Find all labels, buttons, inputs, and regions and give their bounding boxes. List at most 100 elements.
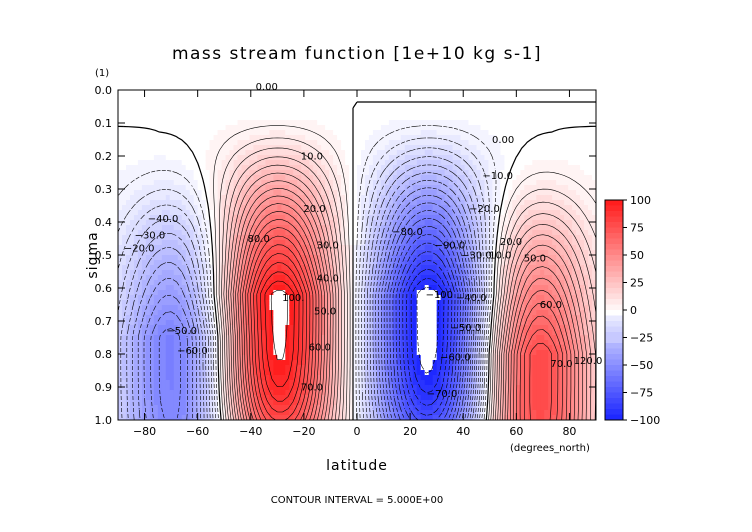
field-cell xyxy=(249,360,254,366)
field-cell xyxy=(161,100,167,106)
field-cell xyxy=(221,235,227,241)
field-cell xyxy=(380,250,386,256)
field-cell xyxy=(301,180,306,186)
field-cell xyxy=(157,330,163,336)
field-cell xyxy=(121,105,127,111)
field-cell xyxy=(297,95,302,101)
field-cell xyxy=(321,140,326,146)
field-cell xyxy=(153,95,159,101)
field-cell xyxy=(269,180,274,186)
field-cell xyxy=(353,105,358,111)
field-cell xyxy=(285,340,290,346)
field-cell xyxy=(193,230,199,236)
field-cell xyxy=(165,320,171,326)
field-cell xyxy=(305,350,310,356)
field-cell xyxy=(412,150,418,156)
field-cell xyxy=(325,160,330,166)
field-cell xyxy=(121,345,127,351)
field-cell xyxy=(269,185,274,191)
field-cell xyxy=(384,120,390,126)
field-cell xyxy=(253,120,258,126)
field-cell xyxy=(392,185,398,191)
field-cell xyxy=(277,175,282,181)
field-cell xyxy=(301,295,306,301)
field-cell xyxy=(404,185,410,191)
field-cell xyxy=(217,180,223,186)
field-cell xyxy=(205,270,211,276)
field-cell xyxy=(321,150,326,156)
field-cell xyxy=(388,400,394,406)
field-cell xyxy=(368,390,374,396)
field-cell xyxy=(245,125,250,131)
field-cell xyxy=(277,95,282,101)
field-cell xyxy=(225,230,231,236)
field-cell xyxy=(129,320,135,326)
field-cell xyxy=(313,255,318,261)
field-cell xyxy=(169,145,175,151)
field-cell xyxy=(217,275,223,281)
field-cell xyxy=(118,270,123,276)
field-cell xyxy=(165,340,171,346)
field-cell xyxy=(173,400,179,406)
field-cell xyxy=(229,140,235,146)
field-cell xyxy=(121,170,127,176)
field-cell xyxy=(169,155,175,161)
field-cell xyxy=(265,415,270,421)
field-cell xyxy=(118,255,123,261)
field-cell xyxy=(337,105,342,111)
field-cell xyxy=(185,255,191,261)
field-cell xyxy=(118,240,123,246)
field-cell xyxy=(400,375,406,381)
field-cell xyxy=(380,150,386,156)
field-cell xyxy=(137,410,143,416)
field-cell xyxy=(380,415,386,421)
field-cell xyxy=(229,235,235,241)
field-cell xyxy=(137,255,143,261)
field-cell xyxy=(388,155,394,161)
field-cell xyxy=(364,205,370,211)
field-cell xyxy=(245,205,250,211)
field-cell xyxy=(217,190,223,196)
field-cell xyxy=(349,225,354,231)
field-cell xyxy=(341,125,346,131)
field-cell xyxy=(353,195,358,201)
field-cell xyxy=(173,100,179,106)
field-cell xyxy=(153,175,159,181)
field-cell xyxy=(233,405,238,411)
field-cell xyxy=(181,245,187,251)
field-cell xyxy=(384,215,390,221)
field-cell xyxy=(225,335,231,341)
field-cell xyxy=(245,345,250,351)
field-cell xyxy=(396,110,402,116)
field-cell xyxy=(221,360,227,366)
field-cell xyxy=(301,130,306,136)
field-cell xyxy=(368,235,374,241)
field-cell xyxy=(325,100,330,106)
field-cell xyxy=(325,375,330,381)
field-cell xyxy=(225,285,231,291)
field-cell xyxy=(301,240,306,246)
field-cell xyxy=(149,270,155,276)
field-cell xyxy=(384,270,390,276)
field-cell xyxy=(237,300,242,306)
field-cell xyxy=(345,240,350,246)
field-cell xyxy=(416,90,422,96)
field-cell xyxy=(353,255,358,261)
field-cell xyxy=(305,160,310,166)
field-cell xyxy=(333,405,338,411)
field-cell xyxy=(137,95,143,101)
field-cell xyxy=(325,135,330,141)
field-cell xyxy=(137,235,143,241)
field-cell xyxy=(181,285,187,291)
field-cell xyxy=(297,155,302,161)
field-cell xyxy=(177,305,183,311)
field-cell xyxy=(404,390,410,396)
field-cell xyxy=(233,210,238,216)
field-cell xyxy=(265,190,270,196)
field-cell xyxy=(189,175,195,181)
field-cell xyxy=(241,105,246,111)
field-cell xyxy=(384,170,390,176)
field-cell xyxy=(133,365,139,371)
field-cell xyxy=(161,360,167,366)
field-cell xyxy=(416,165,422,171)
